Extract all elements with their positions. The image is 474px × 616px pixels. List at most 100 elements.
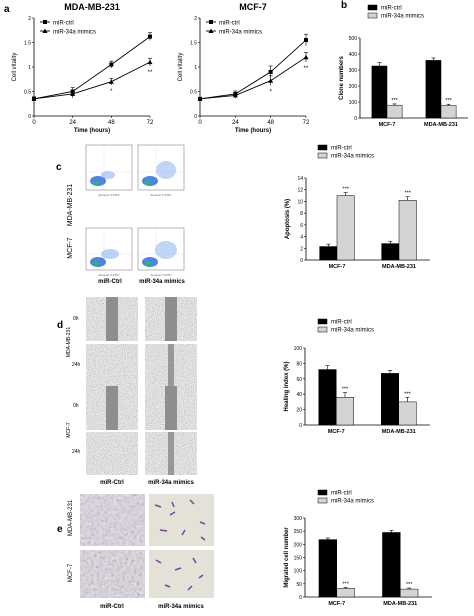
transwell-image-mcf7-ctrl	[80, 550, 145, 598]
a2-legend-label-0: miR-ctrl	[219, 21, 240, 27]
c-bar-0	[381, 243, 400, 261]
a2-series-line-0	[199, 39, 307, 100]
b-legend-swatch-1	[367, 12, 378, 19]
transwell-image-mda-mimics	[149, 494, 214, 546]
e-bar-1	[336, 588, 355, 598]
b-legend-swatch-0	[367, 4, 378, 11]
flow-cytometry-panel: MDA-MB-231 MCF-7 Annexin V-FITC Annexin …	[67, 144, 186, 285]
c-annotation: ***	[342, 187, 349, 193]
a2-y-tick-label: 0.5	[190, 90, 197, 96]
a1-legend-marker-1	[42, 28, 48, 33]
e-legend-label-0: miR-ctrl	[331, 491, 352, 497]
flow-x-label-mda-ctrl: Annexin V-FITC	[98, 193, 120, 197]
wound-image-mcf7-0h-mimics	[145, 386, 197, 430]
b-category-label: MDA-MB-231	[424, 122, 458, 128]
c-y-tick-label: 14	[297, 176, 303, 182]
a1-legend-label-0: miR-ctrl	[53, 21, 74, 27]
b-legend-label-0: miR-ctrl	[381, 6, 402, 12]
d-category-label: MDA-MB-231	[382, 429, 416, 435]
flow-plot-mda-ctrl: Annexin V-FITC	[85, 144, 133, 197]
transwell-image-mcf7-mimics	[149, 550, 214, 598]
wound-time-0h-mcf7: 0h	[73, 403, 79, 409]
e-y-tick-label: 50	[296, 582, 302, 588]
wound-image-mcf7-24h-mimics	[145, 432, 197, 475]
a1-point-1	[70, 91, 76, 96]
wound-row-label-mda: MDA-MB-231	[66, 327, 72, 358]
a1-x-tick-label: 48	[108, 120, 115, 126]
e-legend-label-1: miR-34a mimics	[331, 499, 374, 505]
a2-y-tick-label: 1.5	[190, 41, 197, 47]
wound-time-24h-mcf7: 24h	[72, 449, 81, 455]
c-category-label: MDA-MB-231	[382, 264, 416, 270]
e-y-tick-label: 100	[294, 569, 303, 575]
d-annotation: ***	[404, 391, 411, 397]
a1-point-0	[148, 34, 152, 39]
a1-y-tick-label: 1	[28, 65, 31, 71]
wound-image-mda-24h-mimics	[145, 344, 197, 386]
c-y-tick-label: 12	[297, 188, 303, 194]
b-bar-1	[440, 105, 457, 119]
panel-letter-d: d	[57, 320, 63, 331]
a1-legend-marker-0	[43, 20, 47, 24]
c-y-label: Apoptosis (%)	[285, 199, 291, 239]
e-legend-swatch-0	[317, 489, 328, 496]
a1-y-tick-label: 0.5	[24, 90, 31, 96]
d-bar-1	[398, 401, 417, 426]
b-y-tick-label: 500	[349, 36, 358, 42]
panel-letter-e: e	[57, 524, 63, 535]
d-legend-swatch-1	[317, 326, 328, 333]
a2-point-1	[232, 92, 238, 98]
a2-legend-marker-1	[208, 28, 214, 33]
b-bar-1	[386, 104, 403, 119]
d-y-tick-label: 40	[296, 392, 302, 398]
a2-x-tick-label: 24	[232, 120, 239, 126]
a2-x-tick-label: 72	[303, 120, 310, 126]
a1-series-line-0	[33, 36, 151, 100]
a1-point-0	[109, 62, 114, 67]
c-y-tick-label: 6	[300, 223, 303, 229]
c-y-tick-label: 2	[300, 246, 303, 252]
transwell-panel: MDA-MB-231 MCF-7 miR-Ctrl miR-34a mimics	[68, 494, 214, 610]
wound-col-label-mimics: miR-34a mimics	[148, 480, 194, 486]
a2-legend-marker-0	[209, 20, 213, 24]
a2-y-tick-label: 1	[194, 65, 197, 71]
a1-x-tick-label: 0	[32, 120, 36, 126]
c-y-tick-label: 0	[300, 258, 303, 264]
e-y-tick-label: 150	[294, 556, 303, 562]
b-annotation: ***	[391, 98, 398, 104]
flow-plot-mcf7-ctrl: Annexin V-FITC	[85, 227, 133, 277]
c-y-tick-label: 10	[297, 199, 303, 205]
e-y-label: Migrated cell number	[284, 527, 290, 588]
b-y-tick-label: 400	[349, 52, 358, 58]
d-y-tick-label: 80	[296, 361, 302, 367]
flow-x-label-mda-mimics: Annexin V-FITC	[150, 193, 172, 197]
e-annotation: ***	[406, 582, 413, 588]
a1-y-label: Cell vitality	[12, 53, 18, 82]
a2-x-tick-label: 48	[267, 120, 274, 126]
a2-legend-label-1: miR-34a mimics	[219, 30, 262, 36]
b-bar-0	[371, 65, 388, 119]
d-bar-1	[336, 397, 354, 426]
e-y-tick-label: 200	[294, 542, 303, 548]
c-legend-label-0: miR-ctrl	[331, 146, 352, 152]
a1-legend-label-1: miR-34a mimics	[53, 30, 96, 36]
a2-point-0	[268, 69, 273, 74]
a2-annotation: **	[304, 66, 309, 72]
e-y-tick-label: 250	[294, 529, 303, 535]
wound-col-label-ctrl: miR-Ctrl	[100, 480, 124, 486]
e-bar-1	[400, 588, 419, 598]
a2-y-label: Cell vitality	[178, 53, 184, 82]
a1-annotation: *	[110, 89, 113, 95]
a2-point-1	[268, 78, 274, 83]
flow-col-label-mimics: miR-34a mimics	[139, 279, 185, 285]
b-annotation: ***	[445, 98, 452, 104]
d-y-label: Healing index (%)	[284, 361, 290, 411]
d-annotation: ***	[342, 387, 349, 393]
wound-image-mda-0h-mimics	[145, 297, 197, 341]
d-legend-label-0: miR-ctrl	[331, 320, 352, 326]
d-bar-0	[381, 373, 399, 426]
flow-row-label-mda: MDA-MB-231	[67, 184, 74, 227]
d-y-tick-label: 100	[294, 346, 303, 352]
e-annotation: ***	[342, 581, 349, 587]
